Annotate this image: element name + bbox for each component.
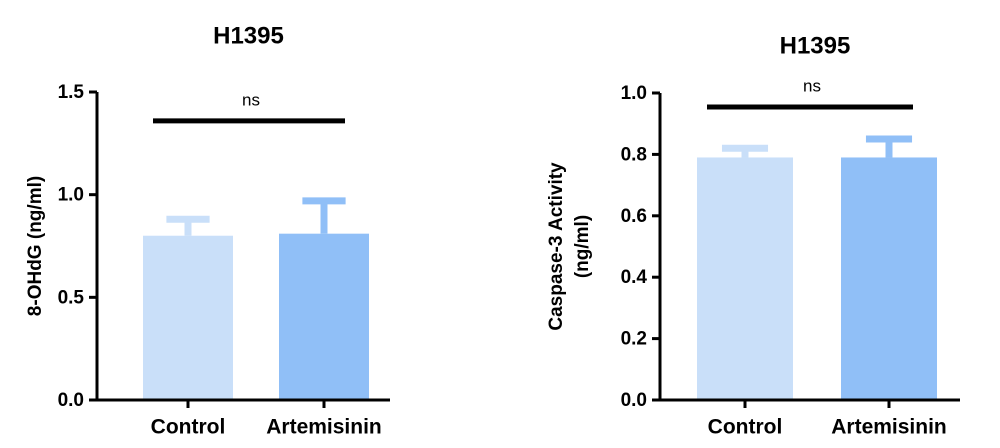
y-tick-label: 1.0 — [58, 185, 84, 206]
x-tick-label: Control — [151, 416, 226, 439]
y-axis-label: 8-OHdG (ng/ml) — [25, 176, 46, 316]
x-tick-label: Artemisinin — [831, 416, 947, 439]
chart-title: H1395 — [213, 22, 284, 49]
significance-label: ns — [803, 77, 821, 96]
y-tick-label: 1.5 — [58, 82, 85, 103]
y-tick-label: 0.2 — [621, 329, 647, 350]
bar — [697, 157, 793, 399]
y-tick-label: 0.5 — [58, 287, 85, 308]
y-tick-label: 0.0 — [58, 390, 84, 411]
bar — [841, 157, 937, 399]
y-tick-label: 0.6 — [621, 206, 647, 227]
chart-title: H1395 — [780, 32, 851, 59]
significance-label: ns — [242, 90, 260, 109]
bar — [143, 235, 233, 399]
x-tick-label: Artemisinin — [266, 416, 382, 439]
x-tick-label: Control — [708, 416, 783, 439]
y-tick-label: 1.0 — [621, 83, 647, 104]
y-tick-label: 0.0 — [621, 390, 647, 411]
y-tick-label: 0.4 — [621, 267, 648, 288]
y-axis-label: (ng/ml) — [572, 215, 593, 278]
y-tick-label: 0.8 — [621, 144, 647, 165]
y-axis-label: Caspase-3 Activity — [546, 162, 567, 331]
bar — [279, 233, 369, 399]
